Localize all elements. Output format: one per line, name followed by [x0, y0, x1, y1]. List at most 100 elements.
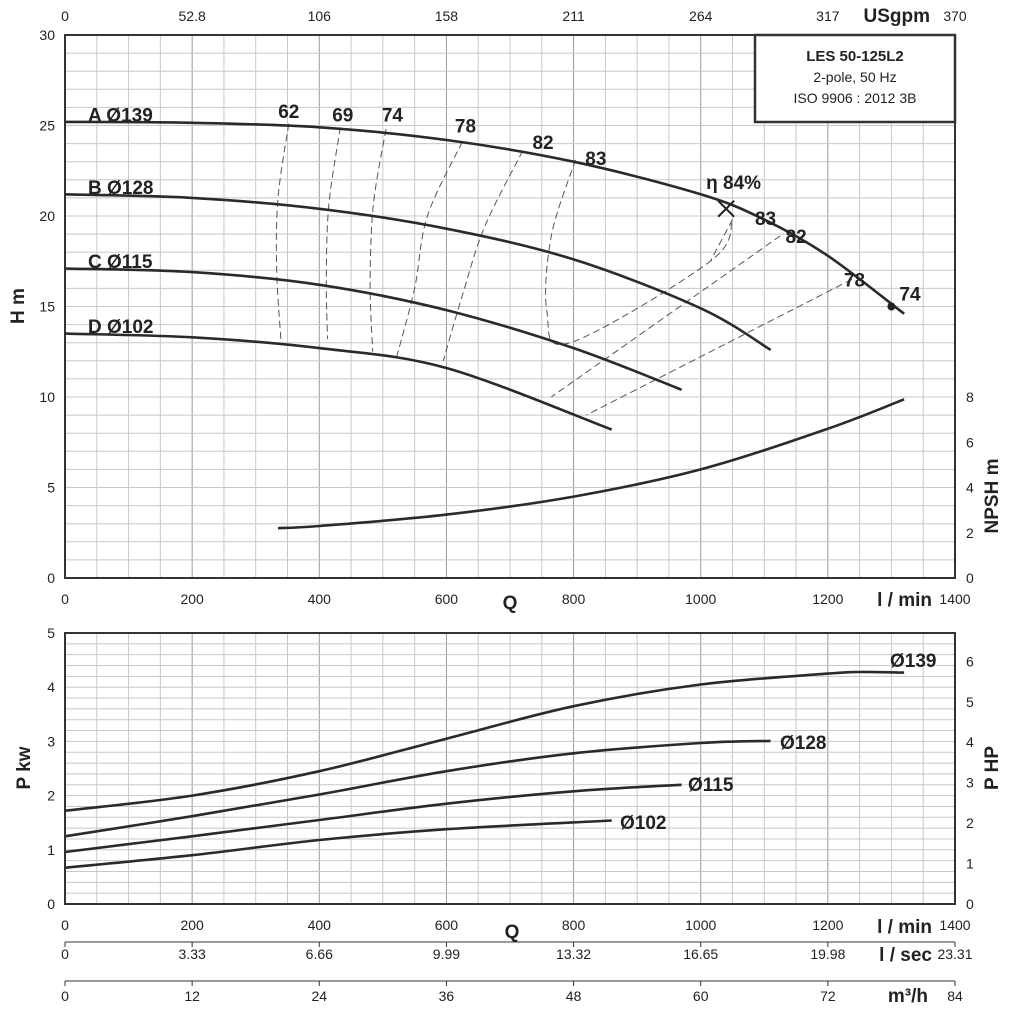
efficiency-label-83: 83 — [755, 209, 776, 230]
bep-marker — [717, 200, 735, 218]
model-name: LES 50-125L2 — [806, 48, 904, 65]
power-y-tick: 2 — [47, 788, 55, 804]
power-curve-label-0: Ø139 — [890, 651, 936, 672]
m3h-tick: 84 — [947, 988, 963, 1004]
power-x-label: Q — [505, 922, 520, 943]
m3h-tick: 36 — [439, 988, 455, 1004]
power-y-tick: 0 — [47, 896, 55, 912]
usgpm-tick: 0 — [61, 8, 69, 24]
hp-y-tick: 3 — [966, 775, 974, 791]
head-curve-a — [64, 120, 905, 315]
efficiency-line-74 — [369, 129, 387, 352]
m3h-tick: 0 — [61, 988, 69, 1004]
power-x-tick: 0 — [61, 917, 69, 933]
m3h-tick: 24 — [311, 988, 327, 1004]
power-x-tick: 1400 — [939, 917, 970, 933]
bep-label: η 84% — [706, 173, 761, 194]
head-x-tick: 600 — [435, 591, 459, 607]
efficiency-line-78 — [395, 141, 463, 361]
model-box — [753, 33, 957, 124]
power-y-tick: 3 — [47, 733, 55, 749]
power-x-unit: l / min — [877, 917, 932, 938]
model-line3: ISO 9906 : 2012 3B — [794, 90, 917, 106]
head-x-tick: 200 — [180, 591, 204, 607]
efficiency-label-74: 74 — [382, 106, 404, 127]
lsec-tick: 0 — [61, 946, 69, 962]
m3h-tick: 60 — [693, 988, 709, 1004]
power-x-tick: 1200 — [812, 917, 843, 933]
lsec-tick: 9.99 — [433, 946, 460, 962]
npsh-curve — [277, 398, 905, 530]
efficiency-line-83 — [709, 219, 733, 262]
lsec-tick: 16.65 — [683, 946, 718, 962]
efficiency-label-83: 83 — [585, 149, 606, 170]
npsh-y-tick: 6 — [966, 434, 974, 450]
hp-y-tick: 2 — [966, 815, 974, 831]
end-point-marker — [887, 302, 896, 311]
power-x-tick: 1000 — [685, 917, 716, 933]
power-x-tick: 200 — [180, 917, 204, 933]
power-x-tick: 400 — [308, 917, 332, 933]
lsec-tick: 19.98 — [810, 946, 845, 962]
power-y-label: P kw — [14, 746, 35, 789]
lsec-tick: 23.31 — [937, 946, 972, 962]
hp-y-tick: 6 — [966, 653, 974, 669]
hp-y-tick: 4 — [966, 734, 974, 750]
power-y-tick: 5 — [47, 625, 55, 641]
power-curve-label-3: Ø102 — [620, 813, 666, 834]
head-x-unit: l / min — [877, 590, 932, 611]
lsec-tick: 3.33 — [179, 946, 206, 962]
npsh-y-tick: 2 — [966, 525, 974, 541]
usgpm-tick: 52.8 — [179, 8, 206, 24]
power-curve-label-1: Ø128 — [780, 733, 826, 754]
head-y-tick: 10 — [39, 389, 55, 405]
head-y-tick: 0 — [47, 570, 55, 586]
efficiency-label-78: 78 — [844, 270, 865, 291]
power-x-tick: 800 — [562, 917, 586, 933]
usgpm-tick: 211 — [562, 8, 585, 24]
npsh-y-label: NPSH m — [982, 459, 1003, 534]
hp-y-tick: 1 — [966, 856, 974, 872]
head-y-tick: 20 — [39, 208, 55, 224]
head-y-tick: 25 — [39, 118, 55, 134]
head-x-tick: 0 — [61, 591, 69, 607]
head-curve-label-b: B Ø128 — [88, 178, 153, 199]
head-y-tick: 5 — [47, 480, 55, 496]
head-y-tick: 30 — [39, 27, 55, 43]
head-frame — [64, 34, 956, 579]
power-y-tick: 4 — [47, 679, 55, 695]
efficiency-label-82: 82 — [532, 133, 553, 154]
lsec-unit: l / sec — [879, 945, 932, 966]
lsec-tick: 13.32 — [556, 946, 591, 962]
power-curve-0 — [64, 670, 905, 813]
power-y-tick: 1 — [47, 842, 55, 858]
m3h-tick: 72 — [820, 988, 836, 1004]
efficiency-label-82: 82 — [786, 227, 807, 248]
usgpm-tick: 370 — [943, 8, 967, 24]
npsh-y-tick: 8 — [966, 389, 974, 405]
head-curve-c — [64, 267, 683, 392]
efficiency-label-69: 69 — [332, 106, 353, 127]
usgpm-tick: 264 — [689, 8, 713, 24]
efficiency-line-69 — [325, 127, 341, 340]
hp-y-tick: 5 — [966, 694, 974, 710]
head-curve-label-d: D Ø102 — [88, 317, 153, 338]
head-x-label: Q — [503, 593, 518, 614]
head-curve-d — [64, 332, 613, 431]
power-curve-3 — [64, 819, 612, 869]
power-curve-label-2: Ø115 — [688, 775, 734, 796]
m3h-tick: 12 — [184, 988, 200, 1004]
m3h-tick: 48 — [566, 988, 582, 1004]
usgpm-tick: 317 — [816, 8, 840, 24]
efficiency-label-62: 62 — [278, 102, 299, 123]
head-curve-label-a: A Ø139 — [88, 105, 153, 126]
power-curve-1 — [64, 739, 771, 838]
head-x-tick: 1200 — [812, 591, 843, 607]
head-y-label: H m — [8, 288, 29, 324]
head-x-tick: 800 — [562, 591, 586, 607]
efficiency-line-82 — [551, 235, 781, 398]
hp-y-tick: 0 — [966, 896, 974, 912]
head-x-tick: 400 — [308, 591, 332, 607]
